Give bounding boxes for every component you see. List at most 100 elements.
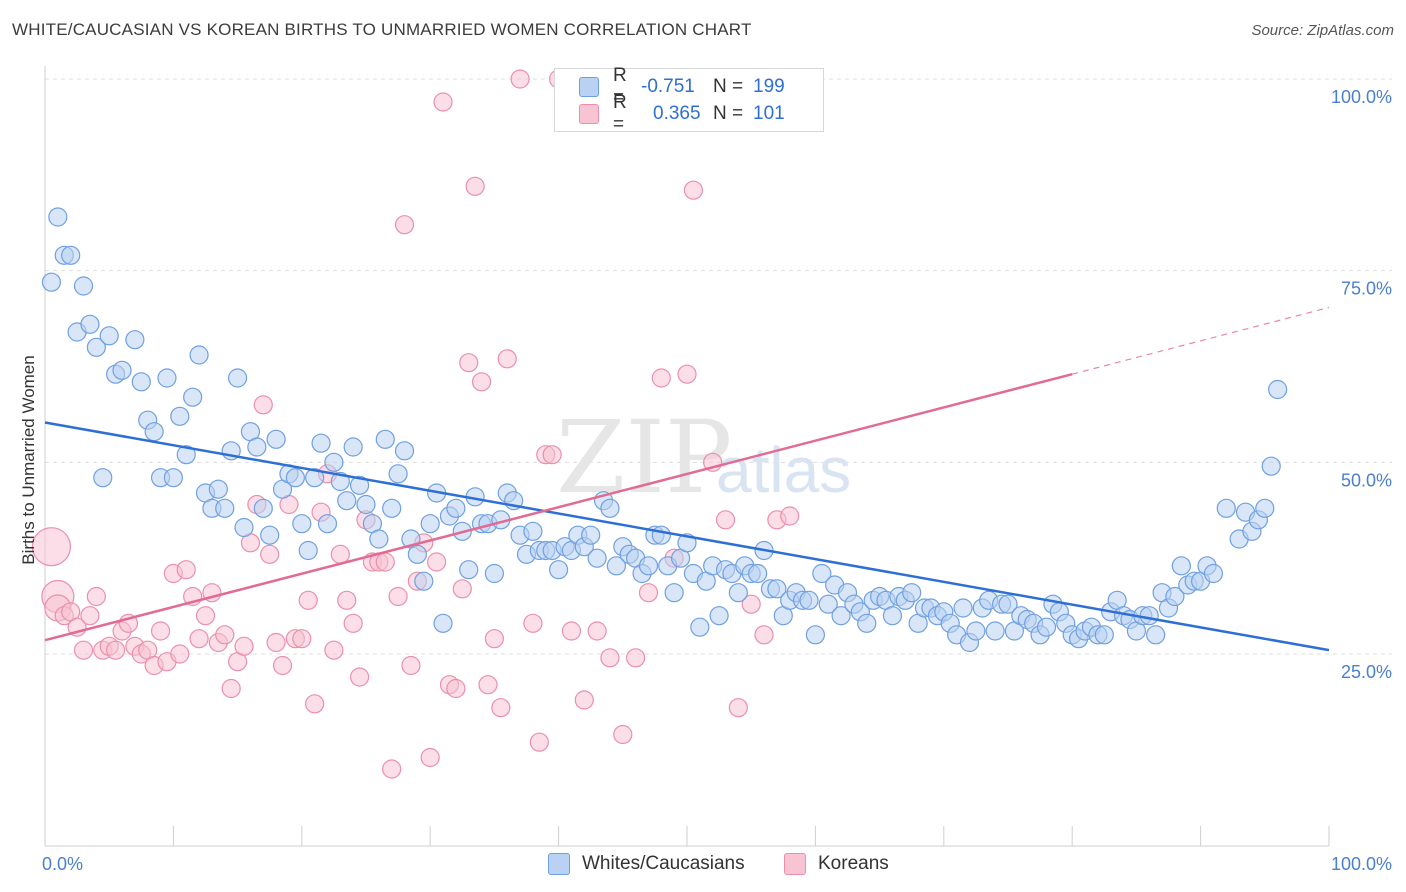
korean-point [452,579,472,599]
korean-point [266,632,286,653]
white-point [163,468,183,488]
white-point [812,563,832,584]
chart-title: WHITE/CAUCASIAN VS KOREAN BIRTHS TO UNMA… [12,20,752,39]
legend-row-koreans: R = 0.365 N = 101 [579,92,785,135]
korean-point [715,510,736,530]
correlation-legend: R = -0.751 N = 199 R = 0.365 N = 101 [554,65,824,135]
bottom-legend-swatch-whites [548,853,570,875]
korean-point [31,527,72,567]
white-point [343,437,363,457]
white-point [125,330,145,350]
korean-point [433,92,453,112]
white-point [1268,379,1288,400]
korean-point [106,640,126,660]
korean-point [221,678,241,699]
legend-swatch-whites [579,77,599,97]
korean-point [189,629,209,649]
korean-point [292,629,312,649]
bottom-legend-label-whites: Whites/Caucasians [582,853,745,874]
white-point [228,368,248,388]
korean-point [683,180,704,200]
white-point [748,563,768,584]
korean-point [459,353,479,373]
bottom-legend-swatch-koreans [784,853,806,875]
legend-r-value-whites: -0.751 [641,76,695,97]
white-point [581,525,601,545]
white-point [375,429,395,449]
axes [44,66,1330,847]
bottom-legend-whites: Whites/Caucasians [548,852,745,876]
white-point [985,621,1005,641]
white-point [330,471,350,492]
white-point [1165,586,1185,607]
white-point [99,326,119,346]
korean-point [375,552,395,572]
x-tick-label: 0.0% [42,854,83,874]
white-point [48,207,68,227]
korean-point [176,560,196,580]
y-axis-label: Births to Unmarried Women [19,355,38,564]
korean-trend-extension [1072,306,1330,375]
korean-point [754,625,774,645]
white-point [176,445,196,465]
legend-row-whites: R = -0.751 N = 199 [579,65,785,108]
white-point [998,594,1018,614]
white-point [298,540,318,561]
korean-point [343,613,363,633]
legend-r-label: R = [613,65,627,108]
y-tick-label: 25.0% [1341,662,1392,682]
korean-point [651,368,671,388]
korean-point [80,606,100,626]
white-point [247,437,267,457]
white-point [112,360,132,380]
korean-point [394,215,415,235]
white-point [305,468,325,488]
white-point [41,272,62,292]
white-point [131,372,151,392]
x-tick-label: 100.0% [1331,854,1392,874]
korean-point [484,629,504,649]
korean-point [626,648,646,668]
korean-point [574,690,594,710]
korean-point [170,644,190,664]
white-trend-line [44,421,1330,652]
korean-point [497,349,517,369]
white-point [260,525,280,545]
korean-point [728,698,748,718]
white-point [638,556,659,576]
white-point [690,617,710,637]
y-tick-label: 50.0% [1341,470,1392,490]
white-point [93,468,113,488]
white-point [651,525,671,545]
white-point [61,245,81,265]
white-point [1139,606,1159,626]
watermark: ZIP atlas [556,399,851,516]
white-point [215,498,235,518]
korean-point [73,640,94,660]
korean-point [471,372,492,392]
white-point [1216,498,1236,518]
white-point [728,583,748,603]
white-point [394,441,415,461]
korean-point [523,613,543,633]
korean-point [677,364,697,384]
korean-trend-line [44,372,1073,642]
white-point [183,387,203,407]
korean-point [388,586,408,607]
korean-point [638,583,659,603]
white-point [831,606,851,626]
korean-point [195,606,216,626]
white-point [86,337,106,357]
white-point [600,498,620,518]
korean-point [349,667,370,687]
korean-point [420,747,440,768]
legend-n-label: N = [713,76,744,97]
korean-point [260,544,280,564]
white-point [459,560,479,580]
white-point [170,406,190,426]
white-point [433,613,453,633]
y-tick-label: 75.0% [1341,279,1392,299]
white-point [857,613,877,633]
legend-r-label: R = [613,92,627,135]
